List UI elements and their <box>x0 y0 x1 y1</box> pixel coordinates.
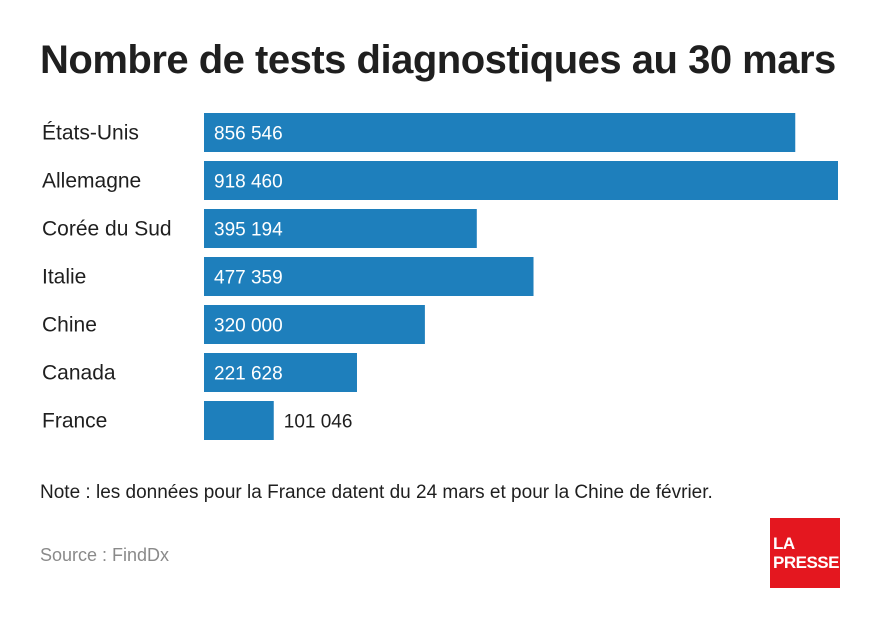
la-presse-logo: LA PRESSE <box>770 518 840 588</box>
bar <box>204 161 838 200</box>
bar <box>204 401 274 440</box>
logo-line-1: LA <box>773 534 795 553</box>
bar <box>204 305 425 344</box>
value-label: 856 546 <box>214 124 283 145</box>
bar <box>204 113 796 152</box>
category-label: États-Unis <box>42 122 139 145</box>
bar <box>204 257 534 296</box>
chart-source: Source : FindDx <box>40 545 170 565</box>
bar <box>204 209 477 248</box>
category-label: France <box>42 410 107 433</box>
category-label: Allemagne <box>42 170 141 193</box>
chart-note: Note : les données pour la France datent… <box>40 482 713 503</box>
bar-chart: États-Unis 856 546 Allemagne 918 460 Corée d… <box>42 113 838 440</box>
chart-title: Nombre de tests diagnostiques au 30 mars <box>40 38 836 82</box>
category-label: Canada <box>42 362 116 385</box>
category-label: Chine <box>42 314 97 337</box>
category-label: Corée du Sud <box>42 218 172 241</box>
value-label: 477 359 <box>214 268 283 289</box>
value-label: 320 000 <box>214 316 283 337</box>
value-label: 221 628 <box>214 364 283 385</box>
bar <box>204 353 357 392</box>
value-label: 395 194 <box>214 220 283 241</box>
logo-line-2: PRESSE <box>773 553 839 572</box>
value-label: 101 046 <box>284 412 353 433</box>
category-label: Italie <box>42 266 86 289</box>
value-label: 918 460 <box>214 172 283 193</box>
